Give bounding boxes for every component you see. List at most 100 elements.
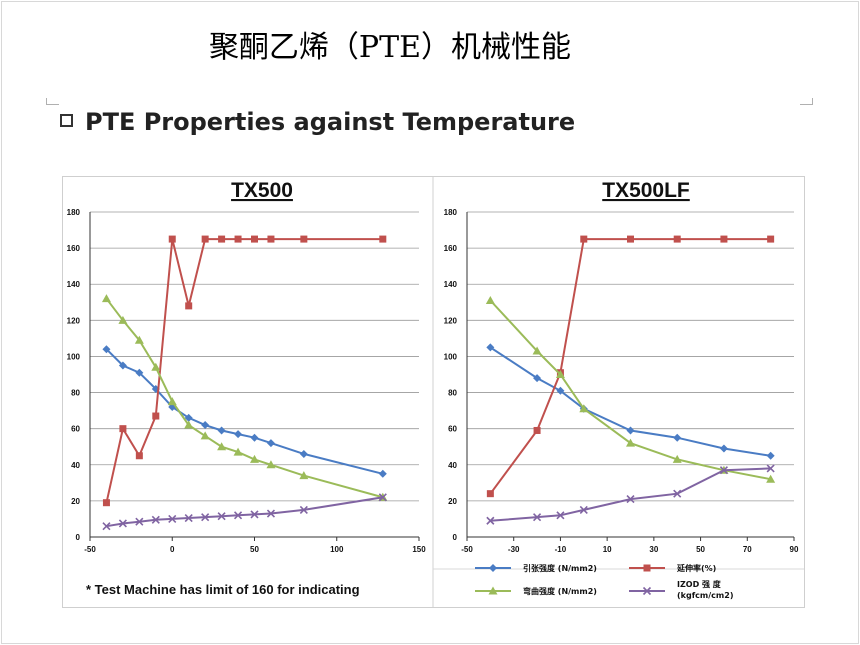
data-point xyxy=(378,469,387,478)
x-tick-label: 10 xyxy=(603,545,612,554)
data-point xyxy=(101,294,111,303)
data-point xyxy=(579,404,589,413)
chart-title: TX500LF xyxy=(602,179,690,202)
data-point xyxy=(626,426,635,435)
series-diamond xyxy=(486,343,775,460)
y-tick-label: 0 xyxy=(453,533,458,542)
data-point xyxy=(299,505,308,514)
slide-title: 聚酮乙烯（PTE）机械性能 xyxy=(208,30,572,65)
series-square xyxy=(486,235,775,498)
series-line xyxy=(489,238,771,495)
series-diamond xyxy=(102,345,387,478)
y-tick-label: 80 xyxy=(448,389,457,398)
data-point xyxy=(266,509,276,518)
subtitle-text: Properties against Temperature xyxy=(135,108,576,136)
data-point xyxy=(579,505,588,514)
data-point xyxy=(151,362,161,371)
x-tick-label: -30 xyxy=(508,545,520,554)
legend-label-line: IZOD 强 度 xyxy=(677,579,722,589)
data-point xyxy=(533,513,542,522)
x-tick-label: -50 xyxy=(461,545,473,554)
data-point xyxy=(627,235,634,243)
data-point xyxy=(102,499,110,507)
data-point xyxy=(556,386,565,395)
series-line xyxy=(105,298,384,499)
data-point xyxy=(217,442,227,451)
bullet-icon xyxy=(60,114,73,127)
x-tick-label: 50 xyxy=(250,545,259,554)
data-point xyxy=(134,335,144,344)
series-line xyxy=(106,496,383,528)
data-point xyxy=(580,235,588,243)
x-tick-label: 50 xyxy=(696,545,705,554)
data-point xyxy=(250,510,259,519)
data-point xyxy=(250,433,259,442)
data-point xyxy=(151,515,160,524)
data-point xyxy=(234,430,243,439)
legend-item: 弯曲强度 (N/mm2) xyxy=(475,586,597,596)
data-point xyxy=(201,421,210,430)
data-point xyxy=(299,471,309,480)
data-point xyxy=(135,368,144,377)
legend-label: IZOD 强 度 (kgfcm/cm2) xyxy=(677,579,733,600)
data-point xyxy=(135,452,143,460)
data-point xyxy=(720,235,728,243)
data-point xyxy=(533,426,541,434)
y-tick-label: 60 xyxy=(71,425,80,434)
x-tick-label: -10 xyxy=(555,545,567,554)
data-point xyxy=(217,512,226,521)
data-point xyxy=(267,235,275,243)
series-x xyxy=(102,493,387,531)
data-point xyxy=(201,513,210,522)
y-tick-label: 60 xyxy=(448,425,457,434)
subtitle-prefix: PTE xyxy=(85,108,136,136)
data-point xyxy=(184,420,194,429)
data-point xyxy=(486,343,495,352)
data-point xyxy=(766,474,776,483)
x-tick-label: 0 xyxy=(170,545,175,554)
data-point xyxy=(486,516,495,525)
data-point xyxy=(673,433,682,442)
data-point xyxy=(234,235,242,243)
data-point xyxy=(118,519,127,528)
data-point xyxy=(168,514,177,524)
data-point xyxy=(719,466,728,475)
series-line xyxy=(489,346,771,457)
data-point xyxy=(168,235,176,243)
data-point xyxy=(167,397,177,406)
corner-mark-right xyxy=(800,98,813,105)
data-point xyxy=(184,413,193,422)
data-point xyxy=(299,449,308,458)
subtitle: PTE Properties against Temperature xyxy=(60,108,575,136)
y-tick-label: 160 xyxy=(67,244,81,253)
x-tick-label: 100 xyxy=(330,545,344,554)
x-tick-label: -50 xyxy=(84,545,96,554)
data-point xyxy=(555,370,565,378)
data-point xyxy=(673,489,682,498)
legend-label: 引张强度 (N/mm2) xyxy=(523,563,597,573)
x-tick-label: 70 xyxy=(743,545,752,554)
legend-label: 延伸率(%) xyxy=(676,563,716,573)
data-point xyxy=(378,493,387,502)
y-tick-label: 40 xyxy=(71,461,80,470)
machine-limit-note: * Test Machine has limit of 160 for indi… xyxy=(86,582,360,597)
series-triangle xyxy=(485,295,776,483)
legend-marker xyxy=(489,564,497,572)
y-tick-label: 140 xyxy=(67,280,81,289)
data-point xyxy=(766,464,775,473)
legend-label-line: (kgfcm/cm2) xyxy=(677,591,733,600)
data-point xyxy=(533,374,542,383)
chart-title: TX500 xyxy=(231,179,293,202)
legend-item: 引张强度 (N/mm2) xyxy=(475,563,597,573)
series-line xyxy=(490,467,771,522)
legend-marker xyxy=(643,564,651,572)
x-tick-label: 90 xyxy=(790,545,799,554)
data-point xyxy=(251,235,258,243)
data-point xyxy=(217,426,226,435)
x-tick-label: 150 xyxy=(412,545,426,554)
y-tick-label: 160 xyxy=(444,244,458,253)
y-tick-label: 180 xyxy=(67,208,81,217)
data-point xyxy=(135,517,144,526)
y-tick-label: 100 xyxy=(444,352,458,361)
